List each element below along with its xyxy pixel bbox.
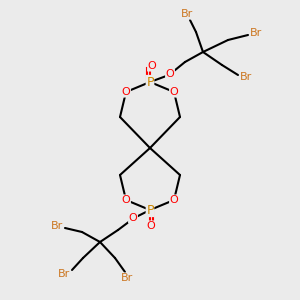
Text: Br: Br [181, 9, 193, 19]
Text: Br: Br [58, 269, 70, 279]
Text: Br: Br [121, 273, 133, 283]
Text: O: O [122, 87, 130, 97]
Text: O: O [147, 221, 155, 231]
Text: Br: Br [51, 221, 63, 231]
Text: O: O [169, 87, 178, 97]
Text: P: P [146, 76, 154, 88]
Text: O: O [122, 195, 130, 205]
Text: O: O [129, 213, 137, 223]
Text: O: O [169, 195, 178, 205]
Text: Br: Br [240, 72, 252, 82]
Text: O: O [166, 69, 174, 79]
Text: P: P [146, 203, 154, 217]
Text: O: O [148, 61, 156, 71]
Text: Br: Br [250, 28, 262, 38]
